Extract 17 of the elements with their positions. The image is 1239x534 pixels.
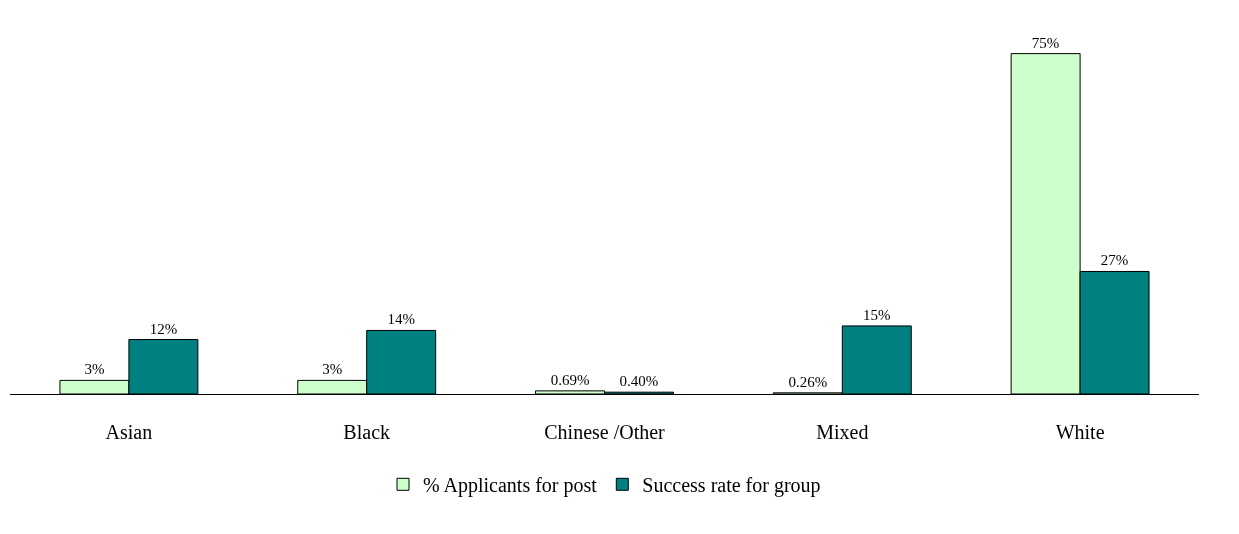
data-label: 3% [84, 361, 105, 378]
legend-label: % Applicants for post [423, 474, 598, 498]
x-tick-label: Chinese /Other [544, 421, 666, 443]
x-tick-label: Asian [105, 421, 153, 443]
data-label: 0.26% [788, 373, 828, 390]
data-label: 14% [387, 311, 415, 328]
data-label: 75% [1031, 34, 1060, 51]
x-tick-label: Mixed [816, 421, 869, 443]
data-label: 0.40% [619, 373, 659, 390]
data-label: 12% [149, 320, 178, 337]
data-label: 0.69% [550, 371, 590, 388]
data-label: 15% [863, 306, 891, 323]
data-label: 3% [322, 361, 343, 378]
x-tick-label: Black [343, 421, 391, 443]
x-tick-label: White [1055, 421, 1105, 443]
data-label: 27% [1100, 252, 1129, 269]
legend-label: Success rate for group [642, 474, 821, 498]
